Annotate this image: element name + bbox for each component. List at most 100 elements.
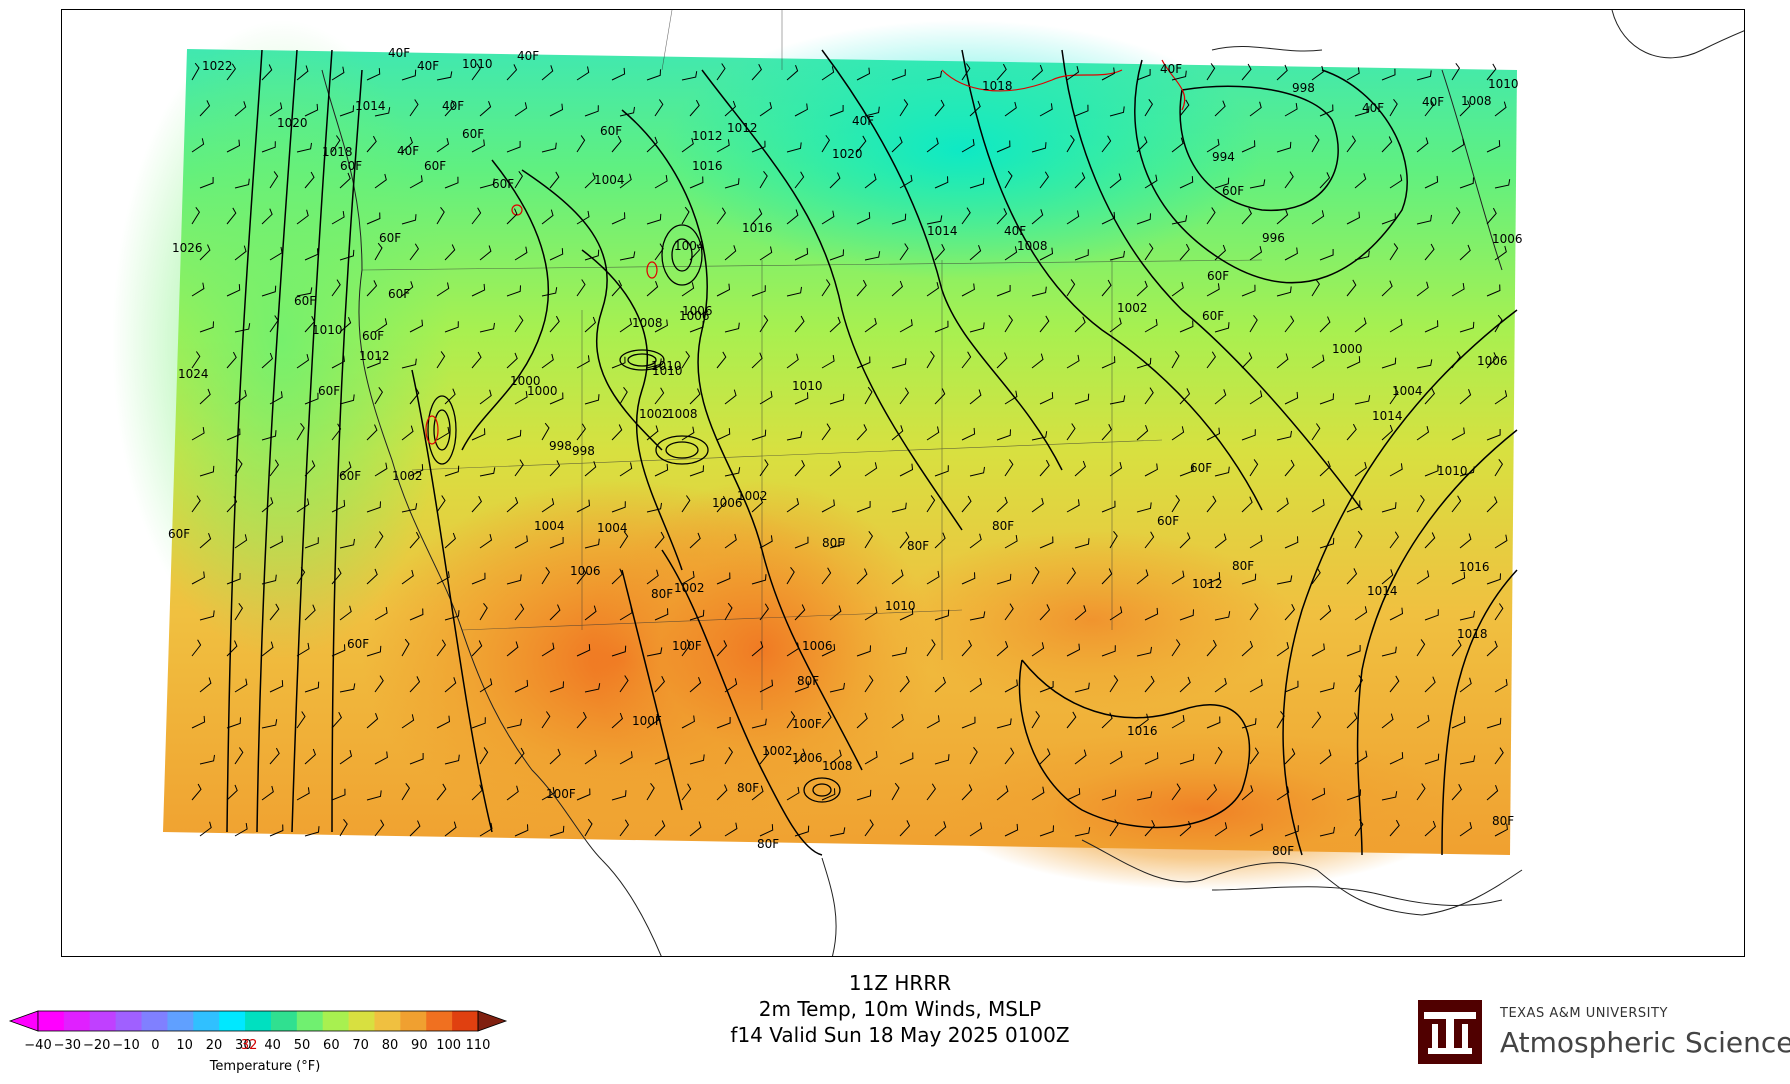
isobar-label: 1006 bbox=[1492, 232, 1523, 246]
wind-barb bbox=[646, 281, 659, 297]
isobar-label: 1006 bbox=[802, 639, 833, 653]
wind-barb bbox=[1241, 718, 1257, 729]
wind-barb bbox=[1276, 575, 1293, 585]
wind-barb bbox=[444, 677, 457, 693]
wind-barb bbox=[584, 394, 600, 405]
wind-barb bbox=[1179, 753, 1195, 765]
wind-barb bbox=[269, 824, 284, 837]
wind-barb bbox=[1206, 351, 1217, 369]
wind-barb bbox=[1144, 752, 1159, 765]
colorbar-ticks: −40 −30 −20 −10 0 10 20 30 32 40 50 60 70 80 90 100 110 bbox=[8, 1038, 528, 1058]
wind-barb bbox=[444, 244, 456, 261]
wind-barb bbox=[1319, 393, 1334, 405]
wind-barb bbox=[1486, 573, 1501, 585]
wind-barb bbox=[436, 639, 447, 657]
colorbar-segment bbox=[63, 1011, 91, 1031]
wind-barb bbox=[1451, 716, 1466, 729]
wind-barb bbox=[331, 66, 345, 81]
wind-barb bbox=[261, 785, 274, 801]
wind-barb bbox=[1241, 352, 1253, 369]
wind-barb bbox=[1249, 179, 1266, 189]
wind-barb bbox=[191, 282, 205, 297]
wind-barb bbox=[716, 207, 727, 225]
wind-barb bbox=[1031, 711, 1041, 729]
wind-barb bbox=[331, 211, 345, 225]
wind-barb bbox=[1424, 753, 1440, 765]
wind-barb bbox=[969, 245, 982, 261]
wind-barb bbox=[689, 609, 705, 621]
freezing-contours bbox=[425, 59, 1186, 445]
wind-barb bbox=[899, 531, 910, 549]
wind-barb bbox=[829, 605, 842, 621]
wind-barb bbox=[576, 135, 586, 153]
wind-barb bbox=[1214, 244, 1226, 261]
wind-barb bbox=[304, 103, 319, 117]
wind-barb bbox=[1416, 639, 1426, 657]
wind-barb bbox=[619, 462, 633, 477]
wind-barb bbox=[1066, 711, 1077, 729]
wind-barb bbox=[401, 281, 414, 297]
wind-barb bbox=[759, 535, 773, 549]
wind-barb bbox=[1074, 172, 1086, 189]
wind-barb bbox=[479, 245, 492, 261]
wind-barb bbox=[1319, 605, 1332, 621]
wind-barb bbox=[506, 574, 522, 585]
wind-barb bbox=[269, 246, 283, 261]
wind-barb bbox=[304, 171, 315, 189]
temp-label: 60F bbox=[492, 177, 514, 191]
wind-barb bbox=[1031, 209, 1044, 225]
wind-barb bbox=[646, 502, 662, 513]
colorbar-tick-label: 90 bbox=[411, 1038, 428, 1053]
wind-barb bbox=[366, 501, 381, 513]
isobar-label: 1010 bbox=[651, 359, 682, 373]
wind-barb bbox=[366, 357, 381, 369]
wind-barb bbox=[444, 821, 457, 837]
isobar-label: 1010 bbox=[1488, 77, 1519, 91]
colorbar-tick-label: 32 bbox=[240, 1038, 258, 1053]
wind-barb bbox=[296, 287, 313, 297]
wind-barb bbox=[584, 683, 601, 693]
wind-barb bbox=[1144, 243, 1154, 261]
isobar-label: 1000 bbox=[527, 384, 558, 398]
wind-barb bbox=[1074, 460, 1086, 477]
wind-barb bbox=[199, 177, 214, 189]
wind-barb bbox=[1381, 136, 1393, 153]
wind-barb bbox=[654, 675, 665, 693]
wind-barb bbox=[1346, 67, 1360, 81]
wind-barb bbox=[794, 103, 808, 117]
wind-barb bbox=[1074, 538, 1090, 549]
wind-barb bbox=[269, 459, 280, 477]
wind-barb bbox=[681, 639, 691, 657]
wind-barb bbox=[199, 321, 214, 333]
wind-barb bbox=[1101, 67, 1115, 81]
wind-barb bbox=[1101, 423, 1112, 441]
wind-barb bbox=[856, 279, 867, 297]
wind-barb bbox=[1276, 710, 1285, 729]
wind-barb bbox=[331, 788, 346, 801]
colorbar-tick-label: 0 bbox=[151, 1038, 160, 1053]
wind-barb bbox=[1319, 749, 1332, 765]
wind-barb bbox=[926, 783, 937, 801]
wind-barb bbox=[409, 243, 420, 261]
wind-barb bbox=[541, 209, 554, 225]
colorbar-label: Temperature (°F) bbox=[209, 1059, 321, 1074]
wind-barb bbox=[646, 569, 659, 585]
wind-barb bbox=[304, 315, 315, 333]
wind-barb bbox=[444, 532, 456, 549]
wind-barb bbox=[191, 571, 205, 585]
temp-label: 60F bbox=[462, 127, 484, 141]
wind-barb bbox=[226, 207, 237, 225]
wind-barb bbox=[269, 603, 280, 621]
wind-barb bbox=[821, 643, 836, 657]
wind-barb bbox=[891, 69, 906, 81]
wind-barb bbox=[1004, 747, 1015, 765]
wind-barb bbox=[1311, 423, 1321, 441]
wind-barb bbox=[1171, 426, 1185, 441]
wind-barb bbox=[471, 351, 482, 369]
wind-barb bbox=[926, 137, 939, 153]
wind-barb bbox=[1066, 65, 1080, 81]
wind-barb bbox=[1486, 496, 1498, 513]
wind-barb bbox=[506, 641, 519, 657]
wind-barb bbox=[724, 678, 738, 693]
wind-barb bbox=[829, 461, 842, 477]
